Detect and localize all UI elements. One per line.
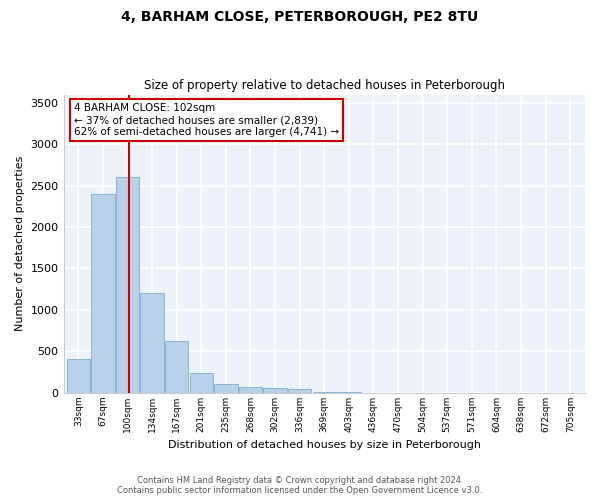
Text: 4 BARHAM CLOSE: 102sqm
← 37% of detached houses are smaller (2,839)
62% of semi-: 4 BARHAM CLOSE: 102sqm ← 37% of detached… — [74, 104, 339, 136]
X-axis label: Distribution of detached houses by size in Peterborough: Distribution of detached houses by size … — [168, 440, 481, 450]
Bar — [91, 194, 115, 392]
Text: Contains HM Land Registry data © Crown copyright and database right 2024.
Contai: Contains HM Land Registry data © Crown c… — [118, 476, 482, 495]
Title: Size of property relative to detached houses in Peterborough: Size of property relative to detached ho… — [144, 79, 505, 92]
Text: 4, BARHAM CLOSE, PETERBOROUGH, PE2 8TU: 4, BARHAM CLOSE, PETERBOROUGH, PE2 8TU — [121, 10, 479, 24]
Bar — [67, 360, 90, 392]
Bar — [214, 384, 238, 392]
Y-axis label: Number of detached properties: Number of detached properties — [15, 156, 25, 331]
Bar — [288, 389, 311, 392]
Bar — [140, 293, 164, 392]
Bar — [190, 372, 213, 392]
Bar — [165, 341, 188, 392]
Bar — [239, 386, 262, 392]
Bar — [263, 388, 287, 392]
Bar — [116, 178, 139, 392]
